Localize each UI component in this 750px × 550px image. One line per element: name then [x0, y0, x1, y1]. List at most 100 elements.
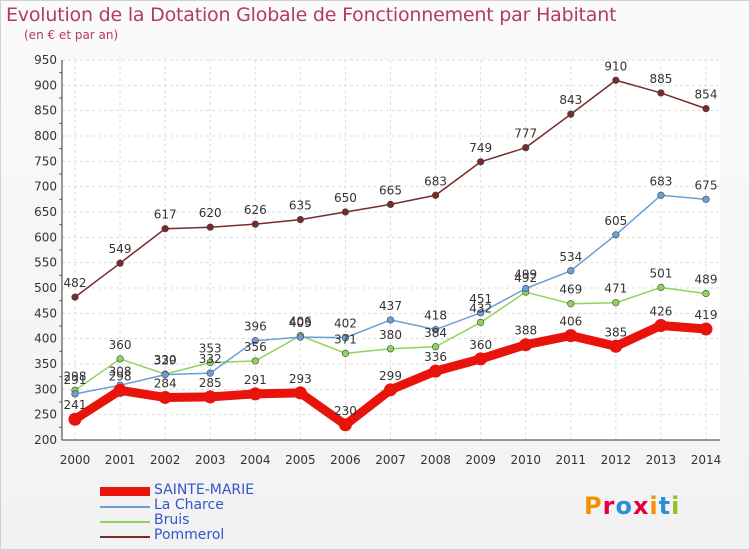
data-label-bruis: 432 [469, 301, 492, 315]
data-label-pommerol: 910 [604, 59, 627, 73]
y-tick-label: 450 [34, 306, 57, 320]
point-pommerol [477, 158, 485, 166]
point-sainte-marie [429, 364, 443, 378]
data-label-bruis: 469 [559, 283, 582, 297]
logo-letter: x [632, 492, 650, 520]
data-label-pommerol: 749 [469, 141, 492, 155]
point-bruis [702, 289, 710, 298]
data-label-sainte-marie: 298 [109, 369, 132, 383]
data-label-sainte-marie: 291 [244, 373, 267, 387]
x-tick-label: 2013 [646, 453, 677, 467]
data-label-la-charce: 418 [424, 309, 447, 323]
data-label-pommerol: 617 [154, 208, 177, 222]
data-label-la-charce: 437 [379, 299, 402, 313]
data-label-sainte-marie: 299 [379, 369, 402, 383]
data-label-bruis: 330 [154, 353, 177, 367]
data-label-pommerol: 626 [244, 203, 267, 217]
x-tick-label: 2003 [195, 453, 226, 467]
data-label-sainte-marie: 285 [199, 376, 222, 390]
legend-swatch-la-charce [100, 506, 150, 508]
point-pommerol [567, 110, 575, 118]
point-bruis [206, 358, 214, 367]
point-sainte-marie [293, 386, 307, 400]
y-tick-label: 850 [34, 104, 57, 118]
data-label-sainte-marie: 230 [334, 404, 357, 418]
data-label-sainte-marie: 385 [604, 325, 627, 339]
y-tick-label: 550 [34, 256, 57, 270]
y-tick-label: 650 [34, 205, 57, 219]
data-label-bruis: 406 [289, 315, 312, 329]
point-la-charce [161, 371, 169, 379]
data-label-pommerol: 549 [109, 242, 132, 256]
x-tick-label: 2014 [691, 453, 722, 467]
point-pommerol [71, 293, 79, 301]
data-label-la-charce: 332 [199, 352, 222, 366]
x-tick-label: 2010 [510, 453, 541, 467]
point-pommerol [161, 225, 169, 233]
data-label-la-charce: 675 [695, 178, 718, 192]
legend-swatch-pommerol [100, 536, 150, 538]
data-label-la-charce: 683 [649, 174, 672, 188]
data-label-bruis: 298 [64, 369, 87, 383]
x-tick-label: 2000 [60, 453, 91, 467]
point-bruis [341, 349, 350, 357]
data-label-bruis: 501 [649, 266, 672, 280]
legend-item-bruis: Bruis [100, 512, 360, 529]
point-sainte-marie [474, 352, 488, 366]
point-la-charce [386, 316, 395, 324]
data-label-pommerol: 482 [64, 276, 87, 290]
legend-item-sainte-marie: SAINTE-MARIE [100, 482, 360, 499]
data-label-pommerol: 777 [514, 127, 537, 141]
y-tick-label: 200 [34, 433, 57, 447]
point-pommerol [116, 259, 124, 267]
point-pommerol [702, 105, 710, 113]
logo-letter: t [658, 492, 672, 520]
proxiti-logo: Proxiti [584, 492, 680, 520]
data-label-la-charce: 451 [469, 292, 492, 306]
point-pommerol [431, 191, 440, 199]
data-label-bruis: 360 [109, 338, 132, 352]
data-label-la-charce: 396 [244, 320, 267, 334]
data-label-pommerol: 665 [379, 183, 402, 197]
legend-item-pommerol: Pommerol [100, 527, 360, 544]
point-la-charce [657, 191, 665, 199]
data-label-sainte-marie: 419 [695, 308, 718, 322]
point-la-charce [251, 337, 259, 345]
data-label-sainte-marie: 284 [154, 376, 177, 390]
point-la-charce [702, 195, 710, 203]
logo-letter: r [602, 492, 616, 520]
point-la-charce [567, 267, 575, 275]
series-layer [68, 76, 713, 432]
point-pommerol [341, 208, 350, 216]
data-label-la-charce: 308 [109, 364, 132, 378]
data-label-bruis: 353 [199, 341, 222, 355]
chart-subtitle: (en € et par an) [24, 28, 119, 42]
data-label-sainte-marie: 388 [514, 324, 537, 338]
point-sainte-marie [68, 412, 82, 426]
legend: SAINTE-MARIE La Charce Bruis Pommerol [100, 482, 360, 544]
data-label-pommerol: 620 [199, 206, 222, 220]
point-pommerol [296, 216, 304, 224]
point-sainte-marie [564, 329, 578, 343]
data-label-la-charce: 403 [289, 316, 312, 330]
data-label-bruis: 489 [695, 273, 718, 287]
y-tick-label: 250 [34, 408, 57, 422]
point-pommerol [657, 89, 665, 97]
logo-letter: i [671, 492, 681, 520]
data-label-la-charce: 534 [559, 250, 582, 264]
data-label-bruis: 380 [379, 328, 402, 342]
point-pommerol [206, 223, 214, 231]
y-tick-label: 950 [34, 53, 57, 67]
point-bruis [386, 345, 395, 353]
point-sainte-marie [654, 318, 668, 332]
data-label-pommerol: 650 [334, 191, 357, 205]
point-sainte-marie [609, 339, 623, 353]
logo-letter: P [584, 492, 603, 520]
logo-letter: o [615, 492, 633, 520]
point-bruis [251, 357, 259, 365]
point-sainte-marie [113, 383, 127, 397]
point-sainte-marie [248, 387, 262, 401]
data-label-bruis: 492 [514, 271, 537, 285]
y-tick-label: 800 [34, 129, 57, 143]
